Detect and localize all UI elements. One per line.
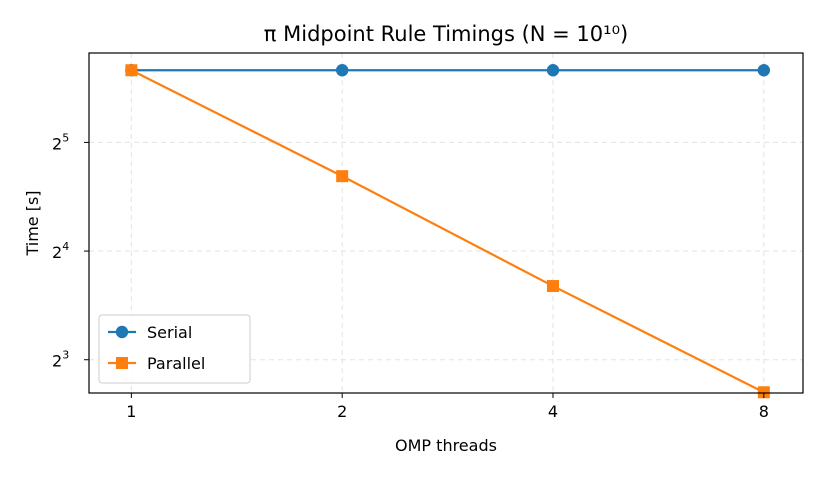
y-axis-label: Time [s] [23,190,42,256]
data-point [336,170,349,183]
data-point [757,64,771,77]
legend-label: Serial [147,323,192,342]
legend-swatch-marker [115,325,129,339]
y-tick-label: 23 [52,349,69,371]
data-point [335,64,349,77]
y-tick-exponent: 3 [62,349,69,362]
series-parallel [125,64,770,399]
x-tick-label: 4 [548,402,558,421]
legend-box [98,314,251,384]
legend-swatch-marker [116,357,128,369]
grid-layer [89,53,803,393]
data-point [546,280,559,293]
y-tick-base: 2 [52,243,62,262]
legend-label: Parallel [147,354,205,373]
y-tick-exponent: 4 [62,240,69,253]
y-tick-base: 2 [52,134,62,153]
y-tick-label: 24 [52,240,69,262]
chart-title: π Midpoint Rule Timings (N = 10¹⁰) [264,22,628,46]
data-point [546,64,560,77]
y-tick-label: 25 [52,131,69,153]
x-axis-label: OMP threads [395,436,497,455]
y-tick-exponent: 5 [62,131,69,144]
x-tick-label: 8 [759,402,769,421]
y-tick-base: 2 [52,352,62,371]
series-layer [125,64,771,399]
data-point [757,386,770,399]
x-tick-label: 1 [126,402,136,421]
legend-item-parallel: Parallel [108,354,205,373]
legend: Serial Parallel [98,314,251,384]
x-tick-label: 2 [337,402,347,421]
legend-item-serial: Serial [108,323,192,342]
plot-frame [88,52,804,394]
series-line [130,69,765,394]
data-point [125,64,138,77]
